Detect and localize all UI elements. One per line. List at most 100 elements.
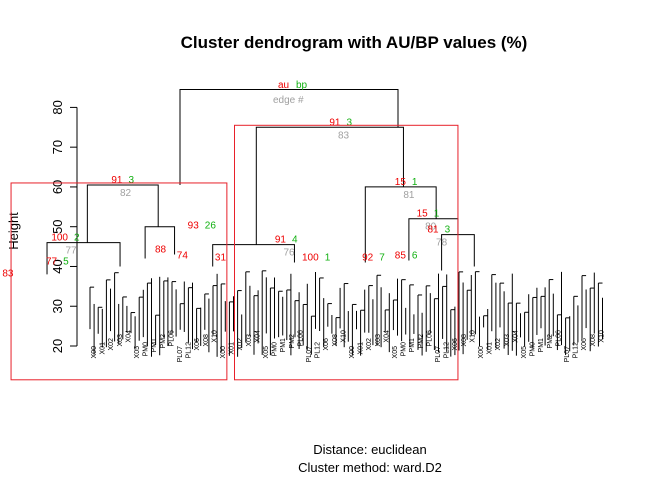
edge-value: 83 <box>338 130 350 141</box>
cluster-box <box>234 124 459 381</box>
bp-value: 26 <box>205 221 217 232</box>
bp-value: 4 <box>292 235 298 246</box>
au-value: 74 <box>177 251 189 262</box>
leaf-label: PL06 <box>426 330 433 346</box>
au-value: 85 <box>395 251 407 262</box>
leaf-label: X03 <box>504 334 511 347</box>
leaf-label: PL06 <box>168 330 175 346</box>
leaf-label: PL06 <box>555 330 562 346</box>
leaf-label: X03 <box>117 334 124 347</box>
au-value: 15 <box>395 177 407 188</box>
leaf-label: PM2 <box>160 334 167 349</box>
leaf-label: X04 <box>254 330 261 343</box>
bp-value: 3 <box>129 175 135 186</box>
au-value: 77 <box>46 256 58 267</box>
legend-bp: bp <box>296 80 308 91</box>
edge-value: 77 <box>65 246 77 257</box>
edge-value: 78 <box>436 238 448 249</box>
edge-value: 82 <box>120 188 132 199</box>
leaf-label: PL12 <box>315 342 322 358</box>
bp-value: 1 <box>412 177 418 188</box>
leaf-label: X02 <box>237 338 244 351</box>
leaf-label: X01 <box>487 342 494 355</box>
y-tick-label: 70 <box>50 140 65 154</box>
y-tick-label: 60 <box>50 180 65 194</box>
leaf-label: X04 <box>383 330 390 343</box>
leaf-label: X00 <box>478 346 485 359</box>
leaf-label: X10 <box>340 330 347 343</box>
chart-title: Cluster dendrogram with AU/BP values (%) <box>181 33 528 52</box>
branch-root <box>179 89 399 185</box>
leaf-label: X08 <box>590 334 597 347</box>
leaf-label: PM2 <box>289 334 296 349</box>
au-value: 31 <box>215 252 227 263</box>
leaf-label: X05 <box>134 346 141 359</box>
caption-method: Cluster method: ward.D2 <box>298 460 442 475</box>
leaf-label: X08 <box>332 334 339 347</box>
leaf-label: PL12 <box>573 342 580 358</box>
leaf-label: X10 <box>211 330 218 343</box>
leaf-label: X06 <box>452 338 459 351</box>
leaf-label: X04 <box>125 330 132 343</box>
leaf-label: X03 <box>246 334 253 347</box>
leaf-label: PM1 <box>538 338 545 353</box>
bp-value: 1 <box>434 209 440 220</box>
leaf-label: X02 <box>366 338 373 351</box>
leaf-label: PL07 <box>306 346 313 362</box>
legend-au: au <box>278 80 289 91</box>
bp-value: 3 <box>347 117 353 128</box>
y-tick-label: 80 <box>50 100 65 114</box>
cluster-boxes <box>10 124 459 381</box>
leaf-label: PM0 <box>530 342 537 357</box>
legend-edge: edge # <box>273 95 304 106</box>
au-value: 93 <box>188 221 200 232</box>
dendrogram-branches <box>46 89 603 357</box>
au-value: 91 <box>329 117 341 128</box>
branch-c <box>212 244 295 267</box>
leaf-label: PM0 <box>272 342 279 357</box>
bp-value: 6 <box>412 251 418 262</box>
au-value: 91 <box>275 235 287 246</box>
branch-d <box>364 186 437 263</box>
leaf-label: X00 <box>349 346 356 359</box>
leaf-label: PM0 <box>401 342 408 357</box>
leaf-label: PM2 <box>547 334 554 349</box>
bp-value: 3 <box>445 225 451 236</box>
edge-value: 81 <box>403 190 415 201</box>
leaf-label: X06 <box>581 338 588 351</box>
leaf-label: X02 <box>108 338 115 351</box>
branch-b <box>144 226 176 259</box>
leaf-label: X06 <box>194 338 201 351</box>
leaf-label: X00 <box>220 346 227 359</box>
bp-value: 1 <box>325 252 331 263</box>
au-value: 81 <box>427 225 439 236</box>
leaf-label: X05 <box>263 346 270 359</box>
leaf-label: X05 <box>392 346 399 359</box>
au-value: 83 <box>2 268 14 279</box>
leaf-label: X01 <box>100 342 107 355</box>
au-value: 100 <box>51 233 68 244</box>
bp-value: 5 <box>63 256 69 267</box>
bp-value: 7 <box>379 252 385 263</box>
branch-a <box>46 242 121 275</box>
au-value: 88 <box>155 245 167 256</box>
au-value: 15 <box>417 209 429 220</box>
branch-left <box>86 184 159 243</box>
caption-distance: Distance: euclidean <box>313 442 426 457</box>
leaf-label: X04 <box>512 330 519 343</box>
leaf-label: X02 <box>495 338 502 351</box>
legend: au bp edge # <box>273 80 308 106</box>
leaf-label: PM1 <box>151 338 158 353</box>
leaf-label: PL12 <box>186 342 193 358</box>
branch-right <box>255 126 404 245</box>
leaf-label: PL12 <box>444 342 451 358</box>
y-tick-label: 40 <box>50 259 65 273</box>
bp-value: 2 <box>74 233 80 244</box>
leaf-label: X01 <box>358 342 365 355</box>
edge-value: 76 <box>283 248 295 259</box>
au-value: 91 <box>111 175 123 186</box>
leaf-label: X00 <box>91 346 98 359</box>
